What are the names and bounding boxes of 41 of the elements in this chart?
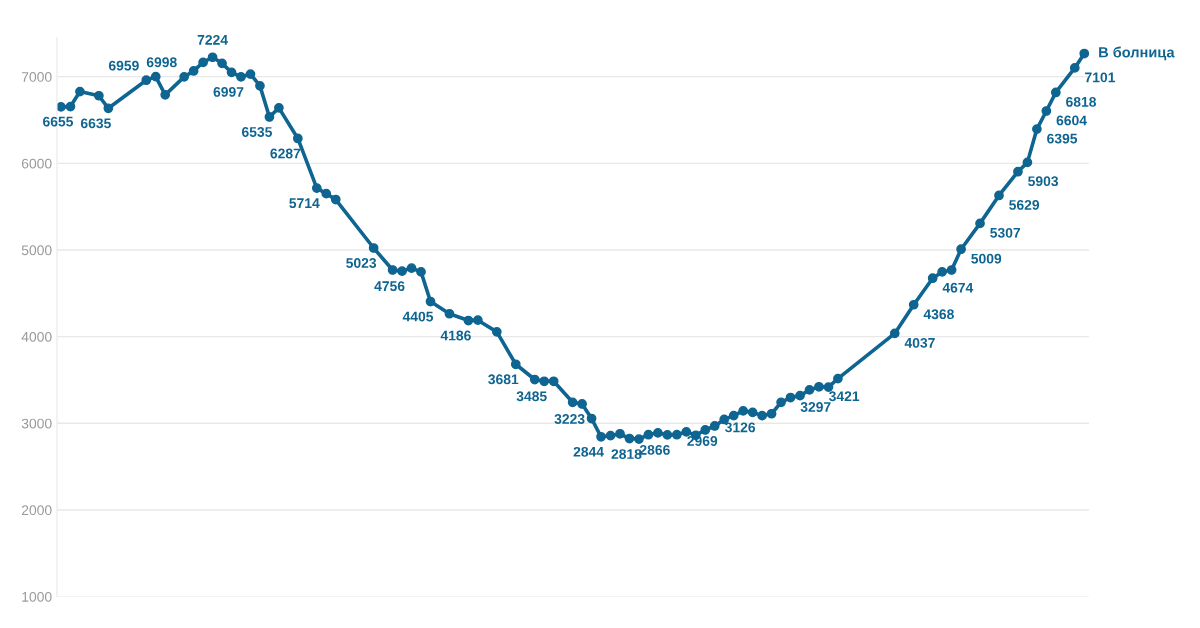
data-label: 5903 <box>1028 176 1059 187</box>
data-label: 5307 <box>990 227 1021 238</box>
y-tick-label: 3000 <box>21 418 52 429</box>
data-label: 2844 <box>573 446 604 457</box>
data-label: 3223 <box>554 414 585 424</box>
series-label: В болница <box>1099 46 1175 61</box>
y-tick-label: 4000 <box>21 331 52 342</box>
data-label: 3297 <box>800 402 831 412</box>
data-label: 5714 <box>289 198 320 209</box>
y-tick-label: 1000 <box>22 591 52 602</box>
data-label: 6997 <box>213 87 244 97</box>
data-label: 6535 <box>241 127 272 137</box>
data-label: 6604 <box>1056 115 1087 126</box>
data-label: 4674 <box>942 282 974 293</box>
data-label: 3681 <box>488 374 519 385</box>
data-label: 4037 <box>904 337 935 348</box>
y-tick-label: 6000 <box>21 158 52 169</box>
data-label: 4368 <box>923 309 954 320</box>
data-label: 4756 <box>374 281 405 292</box>
data-label: 7224 <box>197 34 228 45</box>
data-label: 5023 <box>346 258 377 268</box>
data-label: 2866 <box>639 444 670 455</box>
data-label: 6655 <box>43 116 74 127</box>
y-tick-label: 7000 <box>21 72 52 82</box>
data-label: 6635 <box>80 118 111 129</box>
data-label: 7101 <box>1085 72 1116 83</box>
y-tick-label: 5000 <box>21 245 52 256</box>
data-label: 3485 <box>516 391 547 402</box>
data-label: 2818 <box>611 449 642 459</box>
data-label: 6959 <box>108 60 139 71</box>
data-label: 6998 <box>146 57 177 68</box>
data-label: 3126 <box>725 422 756 433</box>
data-label: 5009 <box>971 253 1002 264</box>
y-tick-label: 2000 <box>21 505 52 516</box>
data-label: 5629 <box>1009 200 1040 210</box>
data-label: 6287 <box>270 148 301 159</box>
data-label: 4405 <box>402 311 434 322</box>
data-label: 4186 <box>440 330 471 341</box>
data-label: 3421 <box>829 391 860 402</box>
data-label: 6395 <box>1047 133 1078 144</box>
data-label: 6818 <box>1066 96 1097 107</box>
